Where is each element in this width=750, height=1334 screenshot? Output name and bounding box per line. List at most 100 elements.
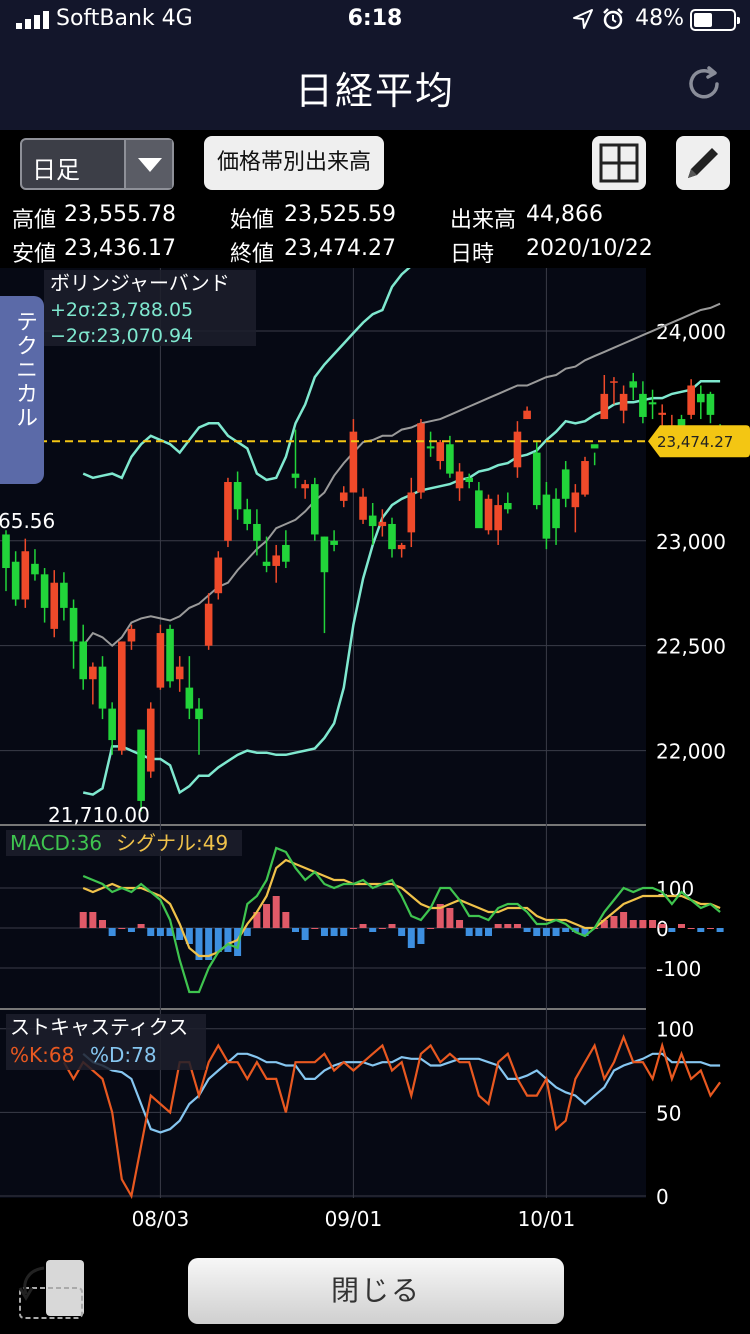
candle-body	[610, 381, 618, 383]
candle-body	[233, 482, 242, 510]
moving-average-line	[82, 302, 721, 648]
macd-histogram-bar	[542, 928, 550, 936]
candle-body	[166, 628, 174, 682]
candle-body	[69, 607, 78, 642]
macd-histogram-bar	[320, 928, 328, 936]
macd-histogram-bar	[359, 924, 367, 928]
candle-body	[648, 402, 657, 405]
candle-body	[272, 555, 280, 566]
macd-histogram-bar	[176, 928, 184, 940]
candle-body	[629, 381, 638, 388]
macd-histogram-bar	[89, 912, 97, 928]
stochastic-d-line	[82, 1052, 721, 1134]
macd-histogram-bar	[649, 920, 657, 928]
candle-body	[397, 544, 406, 550]
candle-body	[639, 393, 647, 417]
volume-value: 44,866	[526, 202, 603, 227]
macd-histogram-bar	[205, 928, 213, 960]
current-price-label: 23,474.27	[657, 433, 733, 451]
candle-body	[31, 563, 39, 575]
bollinger-lower-line	[82, 380, 721, 796]
period-select[interactable]: 日足	[20, 138, 174, 190]
bottom-bar: 閉じる	[0, 1248, 750, 1334]
candle-body	[359, 496, 367, 520]
stochastic-k-legend: %K:68	[10, 1043, 74, 1067]
candle-body	[243, 509, 252, 524]
close-button[interactable]: 閉じる	[188, 1258, 564, 1324]
macd-histogram-bar	[388, 924, 396, 928]
candle-body	[311, 484, 319, 535]
macd-histogram-bar	[620, 912, 628, 928]
stochastic-legend-bg	[6, 1014, 206, 1070]
high-value: 23,555.78	[64, 202, 176, 227]
y-tick-label: 24,000	[656, 320, 726, 344]
macd-histogram-bar	[562, 928, 570, 932]
draw-button[interactable]	[676, 136, 730, 190]
macd-histogram-bar	[243, 928, 251, 936]
min-price-label: 21,710.00	[48, 803, 150, 827]
rotate-screen-icon[interactable]	[16, 1254, 86, 1324]
chart-svg[interactable]: 24,000 23,000 22,500 22,000 08/03 09/01 10/01 2…	[0, 268, 750, 1248]
macd-histogram-bar	[552, 928, 560, 936]
layout-grid-button[interactable]	[592, 136, 646, 190]
candle-body	[706, 393, 715, 415]
candle-body	[465, 477, 473, 483]
battery-percent: 48%	[635, 6, 684, 31]
x-axis-bg	[0, 1198, 750, 1248]
candle-body	[446, 444, 454, 474]
volume-by-price-button[interactable]: 価格帯別出来高	[204, 136, 384, 190]
macd-histogram-bar	[629, 920, 637, 928]
macd-histogram-bar	[349, 928, 357, 929]
battery-icon	[690, 9, 740, 31]
macd-y-tick-label: 0	[656, 917, 669, 941]
macd-histogram-bar	[369, 928, 377, 932]
macd-histogram-bar	[610, 916, 618, 928]
candle-body	[484, 498, 493, 531]
macd-histogram-bar	[398, 928, 406, 936]
candle-body	[349, 431, 358, 493]
macd-histogram-bar	[523, 928, 531, 932]
candle-body	[21, 551, 30, 600]
bollinger-upper-line	[82, 268, 411, 482]
macd-histogram-bar	[427, 928, 435, 929]
chart-area[interactable]: 24,000 23,000 22,500 22,000 08/03 09/01 10/01 2…	[0, 268, 750, 1248]
chevron-down-icon[interactable]	[124, 140, 172, 188]
candle-body	[619, 393, 628, 411]
macd-histogram-bar	[253, 912, 261, 928]
macd-histogram-bar	[581, 928, 589, 936]
candle-body	[504, 502, 512, 510]
candle-body	[561, 469, 570, 499]
macd-histogram-bar	[263, 904, 271, 928]
alarm-clock-icon	[603, 8, 623, 30]
candle-body	[11, 561, 20, 600]
candle-body	[2, 534, 10, 569]
candle-body	[214, 557, 223, 594]
candle-body	[137, 729, 145, 801]
macd-histogram-bar	[330, 928, 338, 936]
candle-body	[89, 666, 97, 680]
high-label: 高値	[12, 208, 57, 233]
macd-histogram-bar	[533, 928, 541, 936]
macd-signal-line	[82, 858, 721, 958]
bollinger-title: ボリンジャーバンド	[50, 271, 230, 295]
candle-body	[571, 492, 580, 508]
macd-histogram-bar	[79, 912, 87, 928]
macd-histogram-bar	[475, 928, 483, 936]
candle-body	[330, 540, 338, 545]
bollinger-upper-legend: +2σ:23,788.05	[50, 299, 193, 321]
macd-histogram-bar	[678, 924, 685, 928]
candle-body	[253, 523, 261, 541]
macd-histogram-bar	[639, 920, 647, 928]
macd-histogram-bar	[494, 924, 502, 928]
refresh-icon[interactable]	[684, 64, 724, 104]
macd-histogram-bar	[234, 928, 242, 956]
macd-histogram-bar	[687, 928, 695, 929]
chart-toolbar: 日足 価格帯別出来高	[0, 130, 750, 196]
macd-histogram-bar	[127, 928, 135, 932]
macd-histogram-bar	[600, 920, 608, 928]
candle-body	[50, 582, 59, 629]
candle-body	[146, 708, 155, 772]
technical-tab[interactable]: テクニカル	[0, 296, 44, 484]
macd-histogram-bar	[99, 920, 106, 928]
macd-histogram-bar	[417, 928, 425, 944]
